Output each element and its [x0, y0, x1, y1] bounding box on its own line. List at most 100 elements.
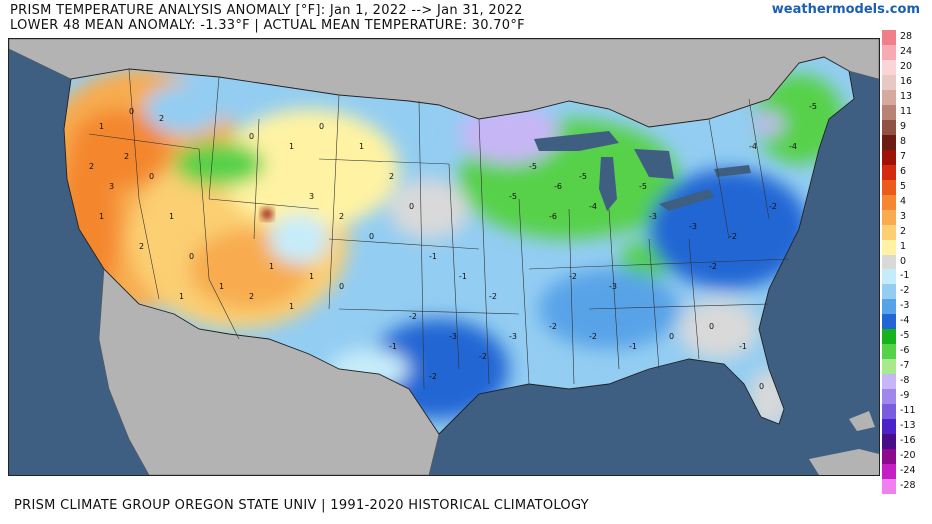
map-footer: PRISM CLIMATE GROUP OREGON STATE UNIV | … [14, 498, 589, 513]
svg-text:1: 1 [359, 142, 364, 151]
svg-text:-2: -2 [489, 292, 497, 301]
svg-text:1: 1 [219, 282, 224, 291]
svg-text:1: 1 [99, 122, 104, 131]
legend-swatch [882, 89, 896, 105]
legend-label: -9 [900, 390, 910, 402]
legend-entry: -7 [880, 359, 930, 375]
svg-text:0: 0 [319, 122, 324, 131]
svg-text:1: 1 [169, 212, 174, 221]
legend-label: 1 [900, 240, 907, 252]
svg-text:2: 2 [389, 172, 394, 181]
lake-superior [534, 131, 619, 151]
legend-label: 8 [900, 135, 907, 147]
svg-text:-2: -2 [429, 372, 437, 381]
svg-text:-3: -3 [449, 332, 457, 341]
legend-label: -24 [900, 465, 916, 477]
legend-entry: -1 [880, 269, 930, 285]
lake-erie [659, 189, 714, 211]
legend-entry: 1 [880, 239, 930, 255]
svg-text:1: 1 [179, 292, 184, 301]
legend-entry: 28 [880, 30, 930, 45]
legend-entry: -13 [880, 419, 930, 435]
legend-swatch [882, 329, 896, 345]
svg-text:-4: -4 [749, 142, 757, 151]
map-title: PRISM TEMPERATURE ANALYSIS ANOMALY [°F]:… [10, 3, 523, 18]
svg-text:-2: -2 [479, 352, 487, 361]
legend-swatch [882, 479, 896, 494]
legend-entry: -4 [880, 314, 930, 330]
legend-label: -3 [900, 300, 910, 312]
legend-entry: -2 [880, 284, 930, 300]
legend-entry: 2 [880, 224, 930, 240]
legend-label: 11 [900, 105, 913, 117]
svg-text:-2: -2 [409, 312, 417, 321]
lake-huron [634, 149, 674, 179]
svg-text:-4: -4 [589, 202, 597, 211]
legend-label: 24 [900, 45, 913, 57]
bahamas-landmass [849, 411, 875, 431]
legend-entry: -24 [880, 464, 930, 480]
legend-label: -7 [900, 360, 910, 372]
svg-text:-2: -2 [769, 202, 777, 211]
legend-swatch [882, 134, 896, 150]
svg-text:0: 0 [709, 322, 714, 331]
svg-text:-1: -1 [739, 342, 747, 351]
svg-text:0: 0 [149, 172, 154, 181]
legend-swatch [882, 344, 896, 360]
svg-text:-5: -5 [579, 172, 587, 181]
lake-ontario [714, 165, 751, 177]
svg-text:3: 3 [109, 182, 114, 191]
svg-text:-2: -2 [549, 322, 557, 331]
svg-text:-6: -6 [554, 182, 562, 191]
svg-text:2: 2 [249, 292, 254, 301]
svg-text:-6: -6 [549, 212, 557, 221]
legend-label: -20 [900, 450, 916, 462]
legend-label: -4 [900, 315, 910, 327]
legend-swatch [882, 44, 896, 60]
svg-text:2: 2 [159, 114, 164, 123]
legend-swatch [882, 74, 896, 90]
legend-entry: -8 [880, 374, 930, 390]
svg-text:0: 0 [189, 252, 194, 261]
legend-swatch [882, 179, 896, 195]
legend-label: -1 [900, 270, 910, 282]
legend: 28 24 20 16 13 11 9 8 7 6 5 4 3 2 1 0 -1 -2 -3 -4 -5 -6 -7 -8 -9… [880, 30, 930, 494]
svg-text:1: 1 [289, 142, 294, 151]
legend-swatch [882, 389, 896, 405]
svg-text:-2: -2 [709, 262, 717, 271]
legend-swatch [882, 119, 896, 135]
legend-swatch [882, 284, 896, 300]
svg-text:1: 1 [269, 262, 274, 271]
legend-label: 2 [900, 225, 907, 237]
legend-swatch [882, 374, 896, 390]
legend-entry: 13 [880, 89, 930, 105]
legend-label: -11 [900, 405, 916, 417]
svg-text:2: 2 [89, 162, 94, 171]
brand-link[interactable]: weathermodels.com [771, 2, 920, 17]
cuba-landmass [809, 449, 879, 475]
legend-entry: 11 [880, 104, 930, 120]
legend-entry: 0 [880, 254, 930, 270]
legend-swatch [882, 209, 896, 225]
legend-swatch [882, 449, 896, 465]
legend-swatch [882, 359, 896, 375]
svg-text:0: 0 [129, 107, 134, 116]
legend-label: 20 [900, 60, 913, 72]
legend-swatch [882, 164, 896, 180]
legend-swatch [882, 404, 896, 420]
legend-label: 7 [900, 150, 907, 162]
legend-swatch [882, 239, 896, 255]
legend-swatch [882, 224, 896, 240]
svg-text:-2: -2 [569, 272, 577, 281]
legend-label: -13 [900, 420, 916, 432]
svg-text:0: 0 [409, 202, 414, 211]
legend-label: -5 [900, 330, 910, 342]
legend-label: 4 [900, 195, 907, 207]
legend-swatch [882, 104, 896, 120]
legend-entry: 20 [880, 59, 930, 75]
anomaly-value-labels: 1 0 2 2 3 2 1 0 1 2 0 1 1 2 1 1 1 0 0 1 0 1 2 0 3 2 0 -5 -6… [89, 102, 817, 391]
svg-text:-3: -3 [509, 332, 517, 341]
legend-label: 5 [900, 180, 907, 192]
svg-text:0: 0 [249, 132, 254, 141]
legend-label: 3 [900, 210, 907, 222]
